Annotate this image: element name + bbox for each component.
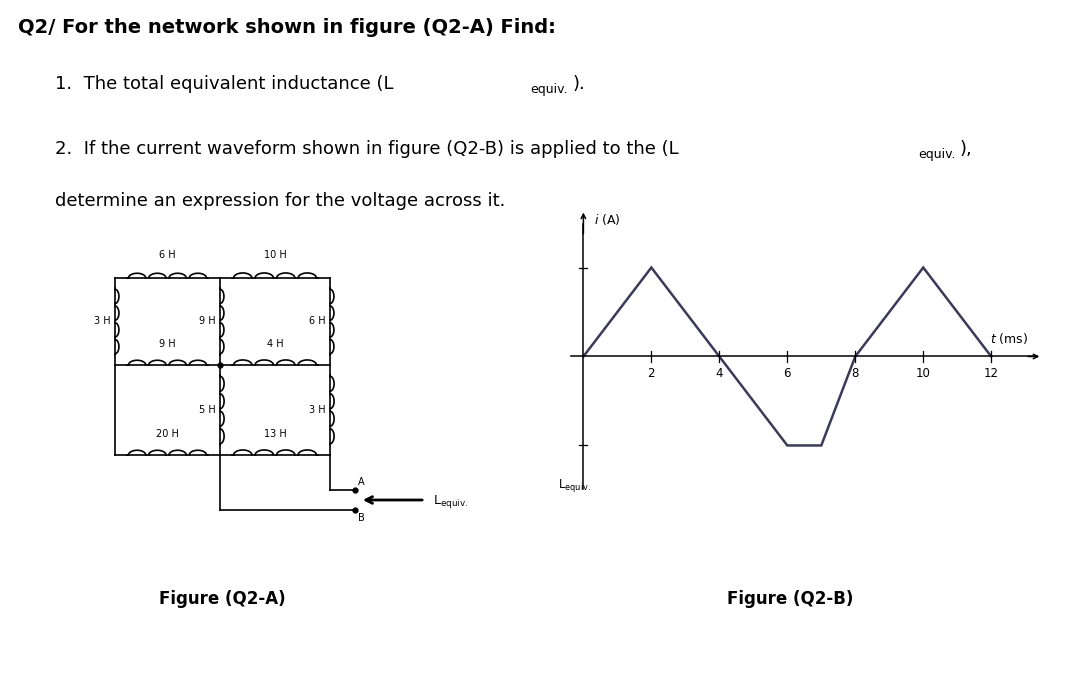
Text: Figure (Q2-A): Figure (Q2-A) — [159, 590, 286, 608]
Text: 2.  If the current waveform shown in figure (Q2-B) is applied to the (L: 2. If the current waveform shown in figu… — [55, 140, 678, 158]
Text: 3 H: 3 H — [309, 405, 326, 415]
Text: $\it{i}$ (A): $\it{i}$ (A) — [594, 212, 620, 227]
Text: $\mathregular{L_{equiv.}}$: $\mathregular{L_{equiv.}}$ — [558, 477, 591, 494]
Text: 6 H: 6 H — [159, 250, 176, 260]
Text: ).: ). — [573, 75, 585, 93]
Text: 10: 10 — [916, 367, 931, 380]
Text: 10 H: 10 H — [264, 250, 286, 260]
Text: 9 H: 9 H — [200, 317, 216, 326]
Text: 3 H: 3 H — [94, 317, 111, 326]
Text: 1.  The total equivalent inductance (L: 1. The total equivalent inductance (L — [55, 75, 393, 93]
Text: 6 H: 6 H — [309, 317, 326, 326]
Text: 12: 12 — [984, 367, 999, 380]
Text: 20 H: 20 H — [157, 429, 179, 439]
Text: ),: ), — [960, 140, 973, 158]
Text: equiv.: equiv. — [530, 83, 567, 96]
Text: 2: 2 — [648, 367, 656, 380]
Text: 5 H: 5 H — [199, 405, 216, 415]
Text: Q2/ For the network shown in figure (Q2-A) Find:: Q2/ For the network shown in figure (Q2-… — [18, 18, 556, 37]
Text: determine an expression for the voltage across it.: determine an expression for the voltage … — [55, 192, 505, 210]
Text: B: B — [357, 513, 365, 523]
Text: $\mathregular{L_{equiv.}}$: $\mathregular{L_{equiv.}}$ — [433, 493, 468, 510]
Text: 4: 4 — [716, 367, 724, 380]
Text: A: A — [357, 477, 365, 487]
Text: $\it{t}$ (ms): $\it{t}$ (ms) — [990, 331, 1028, 346]
Text: 8: 8 — [852, 367, 859, 380]
Text: 13 H: 13 H — [264, 429, 286, 439]
Text: 4 H: 4 H — [267, 339, 283, 349]
Text: 9 H: 9 H — [159, 339, 176, 349]
Text: Figure (Q2-B): Figure (Q2-B) — [727, 590, 853, 608]
Text: 6: 6 — [784, 367, 791, 380]
Text: equiv.: equiv. — [918, 148, 956, 161]
